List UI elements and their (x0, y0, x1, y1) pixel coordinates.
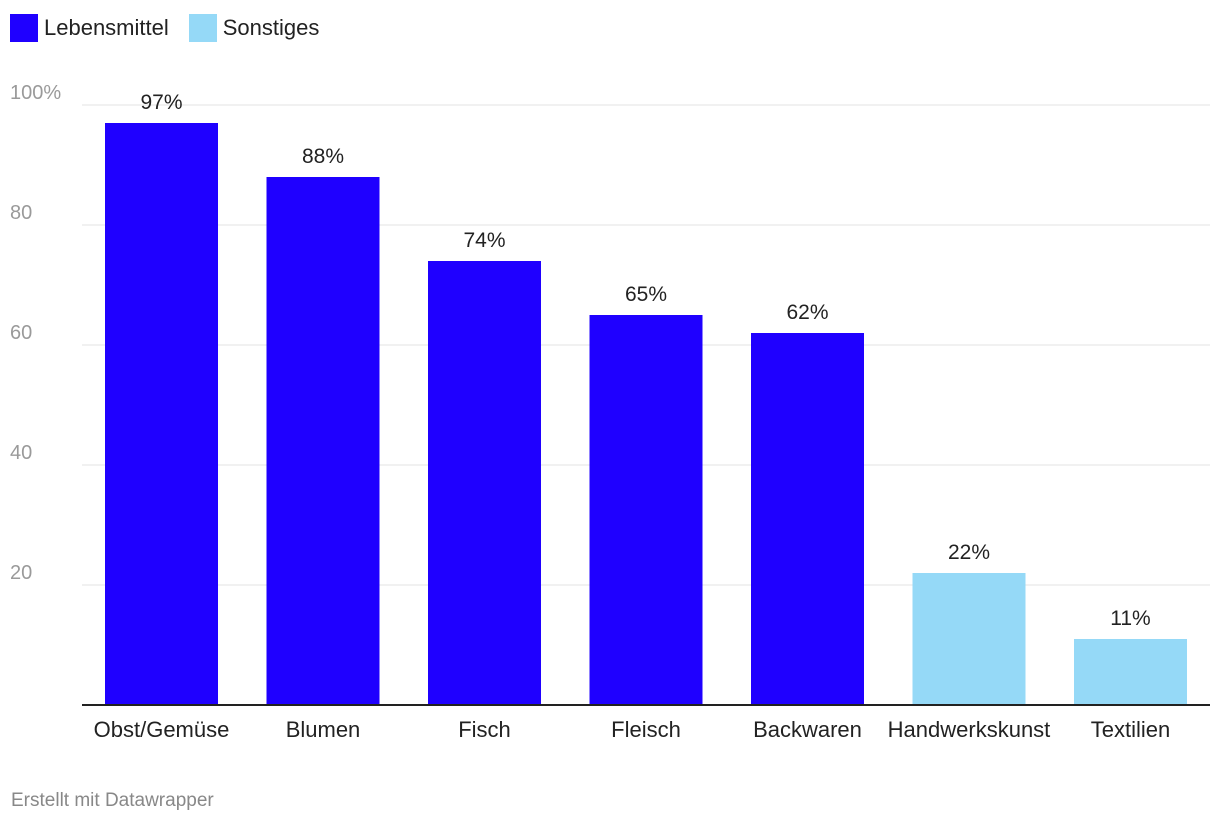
x-category-label: Obst/Gemüse (94, 717, 230, 742)
legend-swatch-sonstiges (188, 14, 217, 42)
bar-value-label: 11% (1110, 607, 1150, 630)
x-category-label: Blumen (286, 717, 361, 742)
bar (1074, 639, 1187, 705)
x-category-label: Textilien (1091, 717, 1170, 742)
bar-value-label: 22% (948, 541, 990, 564)
bar-value-label: 97% (140, 91, 182, 114)
bar (428, 261, 541, 705)
datawrapper-credit: Erstellt mit Datawrapper (11, 790, 214, 811)
bar (912, 573, 1026, 705)
bar (589, 315, 703, 705)
bar-value-label: 88% (302, 145, 344, 168)
bar-value-label: 74% (463, 229, 505, 252)
bar (266, 177, 380, 705)
x-category-label: Fleisch (611, 717, 681, 742)
legend-label-lebensmittel: Lebensmittel (44, 15, 169, 40)
legend-swatch-lebensmittel (10, 14, 38, 42)
legend-item-sonstiges: Sonstiges (188, 14, 320, 42)
bar-chart: 20 40 60 80 100% 97% Obst/Gemüse 88% Blumen 74% Fi… (10, 82, 1210, 742)
bar (751, 333, 864, 705)
y-tick-label: 80 (10, 202, 32, 224)
chart-legend: Lebensmittel Sonstiges (10, 14, 339, 42)
x-category-label: Handwerkskunst (888, 717, 1051, 742)
bar-value-label: 65% (625, 283, 667, 306)
y-tick-label: 20 (10, 562, 32, 584)
legend-label-sonstiges: Sonstiges (222, 15, 320, 40)
bar (105, 123, 218, 705)
x-category-label: Backwaren (753, 717, 862, 742)
y-tick-label: 100% (10, 82, 61, 104)
y-tick-label: 40 (10, 442, 32, 464)
bar-value-label: 62% (786, 301, 828, 324)
legend-item-lebensmittel: Lebensmittel (10, 14, 169, 42)
y-tick-label: 60 (10, 322, 32, 344)
x-category-label: Fisch (458, 717, 511, 742)
